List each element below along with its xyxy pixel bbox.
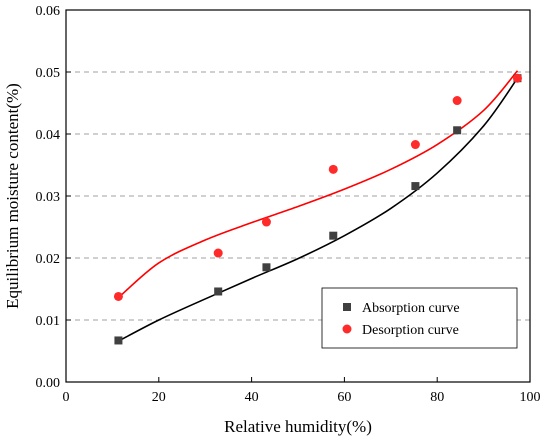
- fit-line-absorption: [118, 77, 519, 342]
- absorption-point: [411, 182, 420, 191]
- absorption-point: [453, 126, 462, 135]
- y-tick-label: 0.00: [36, 376, 61, 391]
- desorption-point: [512, 73, 522, 83]
- x-tick-label: 60: [337, 390, 351, 405]
- fit-line-desorption: [117, 70, 519, 299]
- absorption-point: [214, 287, 223, 296]
- legend-marker-absorption: [343, 303, 351, 311]
- fit-lines: [117, 70, 519, 342]
- y-tick-label: 0.03: [36, 190, 61, 205]
- y-tick-label: 0.01: [36, 314, 61, 329]
- y-tick-label: 0.04: [36, 128, 61, 143]
- y-axis-label: Equilibrium moisture content(%): [3, 83, 22, 309]
- legend: Absorption curve Desorption curve: [321, 287, 518, 349]
- x-ticks: 0 20 40 60 80 100: [63, 377, 541, 405]
- x-tick-label: 0: [63, 390, 70, 405]
- desorption-point: [328, 164, 338, 174]
- legend-marker-desorption: [342, 324, 352, 334]
- y-tick-label: 0.06: [36, 4, 61, 19]
- legend-box: [321, 287, 518, 349]
- x-tick-label: 20: [152, 390, 166, 405]
- legend-label: Absorption curve: [362, 301, 460, 316]
- x-tick-label: 80: [430, 390, 444, 405]
- absorption-point: [262, 263, 271, 272]
- legend-label: Desorption curve: [362, 323, 459, 338]
- absorption-point: [114, 336, 123, 345]
- desorption-point: [452, 96, 462, 106]
- data-points: [113, 73, 522, 345]
- desorption-point: [410, 140, 420, 150]
- absorption-point: [329, 231, 338, 240]
- y-tick-label: 0.05: [36, 66, 61, 81]
- x-tick-label: 40: [245, 390, 259, 405]
- desorption-point: [261, 217, 271, 227]
- x-axis-label: Relative humidity(%): [224, 417, 372, 436]
- y-ticks: 0.00 0.01 0.02 0.03 0.04 0.05 0.06: [36, 4, 71, 391]
- x-tick-label: 100: [520, 390, 541, 405]
- desorption-point: [113, 291, 123, 301]
- desorption-point: [213, 248, 223, 258]
- y-tick-label: 0.02: [36, 252, 61, 267]
